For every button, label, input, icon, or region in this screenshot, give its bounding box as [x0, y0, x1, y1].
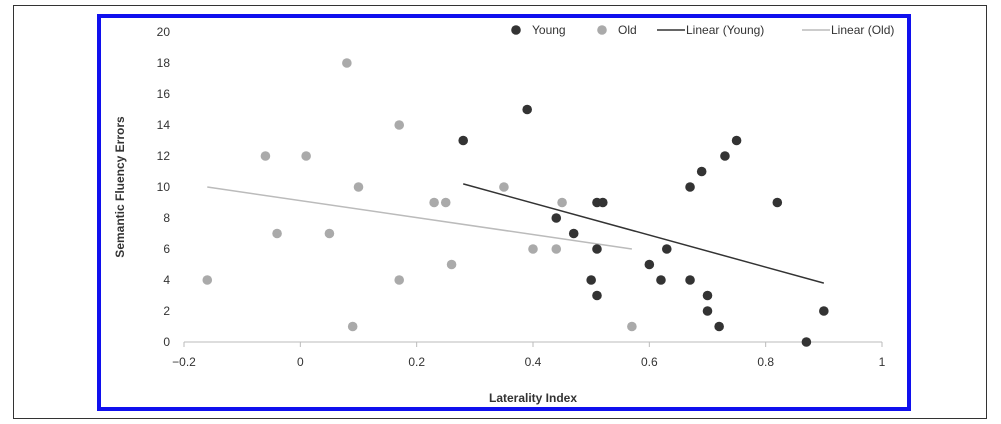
legend: Young Old Linear (Young) Linear (Old) — [511, 23, 894, 37]
data-point-old — [499, 182, 509, 192]
data-point-young — [801, 337, 812, 347]
y-tick-label: 10 — [157, 180, 171, 194]
legend-label-linear-old: Linear (Old) — [831, 23, 894, 37]
data-point-young — [772, 197, 783, 208]
data-point-young — [661, 244, 672, 254]
y-tick-label: 16 — [157, 87, 171, 101]
y-tick-label: 0 — [163, 335, 170, 349]
data-point-old — [557, 197, 567, 208]
chart-frame — [97, 14, 911, 411]
y-tick-label: 4 — [163, 273, 170, 287]
y-tick-label: 20 — [157, 25, 171, 39]
data-point-young — [696, 166, 707, 177]
y-axis-title: Semantic Fluency Errors — [113, 116, 127, 258]
data-point-young — [731, 135, 742, 146]
y-tick-label: 14 — [157, 118, 171, 132]
data-point-old — [440, 197, 451, 208]
x-tick-label: 0.6 — [641, 355, 658, 369]
trendline-old — [207, 186, 632, 250]
data-point-young — [458, 135, 469, 146]
data-point-old — [528, 244, 538, 254]
data-point-young — [598, 197, 608, 208]
data-point-young — [568, 228, 579, 239]
x-tick-label: 0.4 — [525, 355, 542, 369]
x-tick-label: 0.2 — [408, 355, 425, 369]
legend-marker-young — [511, 25, 521, 35]
data-point-young — [819, 306, 829, 316]
data-point-young — [644, 259, 655, 270]
data-point-old — [301, 151, 311, 161]
data-point-old — [347, 321, 358, 332]
data-point-old — [202, 275, 213, 285]
data-point-old — [394, 275, 405, 285]
data-point-young — [592, 244, 602, 254]
data-point-young — [714, 321, 724, 332]
data-point-young — [685, 275, 695, 285]
legend-label-young: Young — [532, 23, 566, 37]
data-point-young — [702, 306, 713, 316]
data-point-young — [522, 104, 532, 115]
data-point-old — [446, 259, 457, 270]
data-point-old — [342, 58, 352, 68]
data-point-old — [272, 228, 282, 239]
legend-marker-old — [597, 25, 607, 35]
data-point-old — [394, 120, 405, 130]
data-point-young — [586, 275, 596, 285]
data-point-old — [353, 182, 364, 192]
data-point-old — [429, 197, 439, 208]
y-tick-label: 8 — [163, 211, 170, 225]
y-tick-label: 6 — [163, 242, 170, 256]
data-point-young — [685, 182, 695, 192]
data-point-young — [592, 290, 602, 301]
data-point-young — [702, 290, 713, 301]
x-axis-title: Laterality Index — [489, 391, 577, 405]
x-tick-label: −0.2 — [172, 355, 196, 369]
legend-label-linear-young: Linear (Young) — [686, 23, 764, 37]
data-point-old — [551, 244, 562, 254]
y-tick-label: 2 — [163, 304, 170, 318]
data-point-old — [324, 228, 335, 239]
data-point-young — [551, 213, 562, 223]
x-tick-label: 1 — [879, 355, 886, 369]
legend-label-old: Old — [618, 23, 637, 37]
trendlines — [207, 183, 825, 284]
data-point-young — [720, 151, 730, 161]
data-points — [202, 58, 829, 347]
data-point-old — [260, 151, 271, 161]
y-tick-label: 18 — [157, 56, 171, 70]
data-point-old — [627, 321, 637, 332]
x-tick-label: 0 — [297, 355, 304, 369]
y-tick-label: 12 — [157, 149, 171, 163]
trendline-young — [463, 183, 825, 284]
x-tick-label: 0.8 — [757, 355, 774, 369]
data-point-young — [656, 275, 666, 285]
figure-border — [13, 5, 987, 419]
